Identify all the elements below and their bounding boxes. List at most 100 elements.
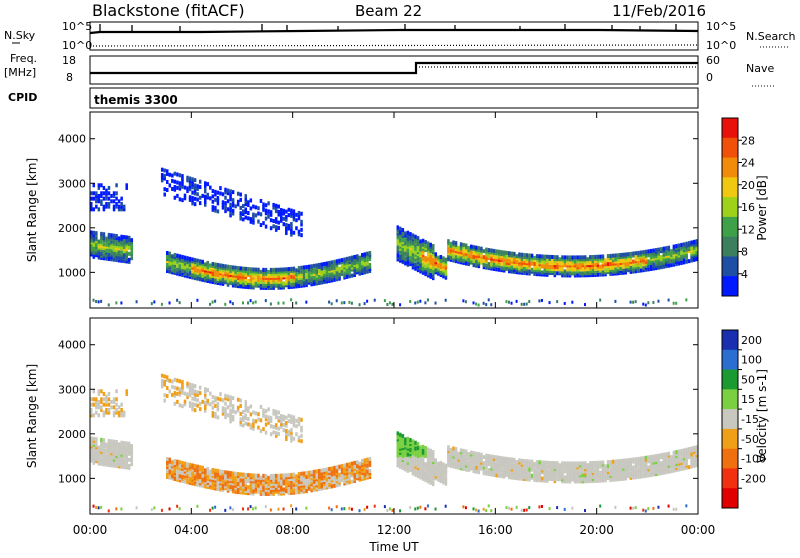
velocity-cell	[657, 454, 660, 458]
power-cell	[564, 302, 566, 305]
power-cell	[204, 262, 207, 266]
power-cell	[447, 239, 450, 243]
power-cell	[212, 194, 215, 198]
power-cell	[554, 255, 557, 259]
velocity-cell	[194, 464, 197, 468]
power-cell	[260, 280, 263, 284]
velocity-cell	[338, 465, 341, 469]
freq-strip-frame	[90, 56, 698, 84]
power-cell	[516, 300, 518, 303]
velocity-cell	[247, 485, 250, 489]
velocity-cell	[366, 458, 369, 462]
power-cell	[597, 255, 600, 259]
velocity-cell	[435, 458, 438, 462]
velocity-cell	[237, 406, 240, 410]
velocity-cell	[275, 423, 278, 427]
power-cell	[194, 258, 197, 262]
velocity-cell	[417, 507, 419, 510]
power-cell	[435, 258, 438, 262]
velocity-cell	[366, 464, 369, 468]
velocity-cell	[650, 455, 653, 459]
velocity-cell	[465, 456, 468, 460]
power-cell	[239, 198, 242, 202]
velocity-cell	[549, 507, 551, 510]
beam-title: Beam 22	[355, 2, 422, 20]
power-cell	[518, 258, 521, 262]
power-cell	[503, 251, 506, 255]
velocity-cell	[151, 508, 153, 511]
velocity-cell	[265, 431, 268, 435]
velocity-cell	[270, 474, 273, 478]
velocity-cell	[516, 506, 518, 509]
velocity-cell	[300, 439, 303, 443]
power-cell	[176, 172, 179, 176]
velocity-cell	[217, 415, 220, 419]
velocity-cell	[495, 455, 498, 459]
velocity-cell	[103, 403, 106, 407]
velocity-cell	[179, 387, 182, 391]
velocity-cell	[212, 400, 215, 404]
power-cell	[272, 219, 275, 223]
power-cell	[288, 224, 291, 228]
power-cell	[328, 261, 331, 265]
velocity-cell	[478, 452, 481, 456]
velocity-cell	[422, 469, 425, 473]
power-cell	[688, 241, 691, 245]
power-cell	[214, 262, 217, 266]
power-cell	[285, 215, 288, 219]
velocity-cell	[614, 459, 617, 463]
power-cell	[305, 301, 307, 304]
power-cell	[483, 255, 486, 259]
velocity-cell	[285, 485, 288, 489]
velocity-cell	[212, 468, 215, 472]
velocity-cell	[581, 473, 584, 477]
power-cell	[186, 186, 189, 190]
velocity-cell	[163, 393, 166, 397]
freq-tick-low: 8	[66, 71, 73, 84]
date-title: 11/Feb/2016	[612, 2, 706, 20]
power-cell	[331, 302, 333, 305]
velocity-cell	[427, 473, 430, 477]
power-cell	[505, 259, 508, 263]
velocity-cell	[490, 509, 492, 512]
power-cell	[115, 234, 118, 238]
power-cell	[622, 265, 625, 269]
power-cell	[265, 217, 268, 221]
velocity-cell	[473, 457, 476, 461]
velocity-cell	[295, 432, 298, 436]
velocity-cell	[214, 506, 216, 509]
power-cell	[181, 265, 184, 269]
power-cell	[675, 302, 677, 305]
velocity-cell	[103, 392, 106, 396]
velocity-cell	[503, 469, 506, 473]
velocity-cell	[571, 461, 574, 465]
power-cell	[576, 263, 579, 267]
power-cell	[427, 298, 429, 301]
power-cell	[445, 270, 448, 274]
velocity-cell	[174, 402, 177, 406]
power-cell	[473, 251, 476, 255]
velocity-cell	[110, 405, 113, 409]
velocity-cell	[169, 389, 172, 393]
velocity-cell	[115, 440, 118, 444]
velocity-cell	[422, 445, 425, 449]
power-cell	[640, 269, 643, 273]
velocity-cell	[194, 408, 197, 412]
velocity-cell	[191, 397, 194, 401]
power-cell	[668, 246, 671, 250]
velocity-cell	[267, 476, 270, 480]
power-cell	[250, 267, 253, 271]
velocity-cell	[108, 509, 110, 512]
velocity-cell	[227, 395, 230, 399]
power-cell	[255, 282, 258, 286]
power-cell	[247, 279, 250, 283]
power-cell	[245, 208, 248, 212]
power-cell	[412, 249, 415, 253]
power-cell	[242, 301, 244, 304]
power-cell	[277, 221, 280, 225]
power-cell	[110, 199, 113, 203]
power-cell	[113, 234, 116, 238]
power-cell	[366, 252, 369, 256]
velocity-cell	[295, 419, 298, 423]
power-cell	[295, 272, 298, 276]
